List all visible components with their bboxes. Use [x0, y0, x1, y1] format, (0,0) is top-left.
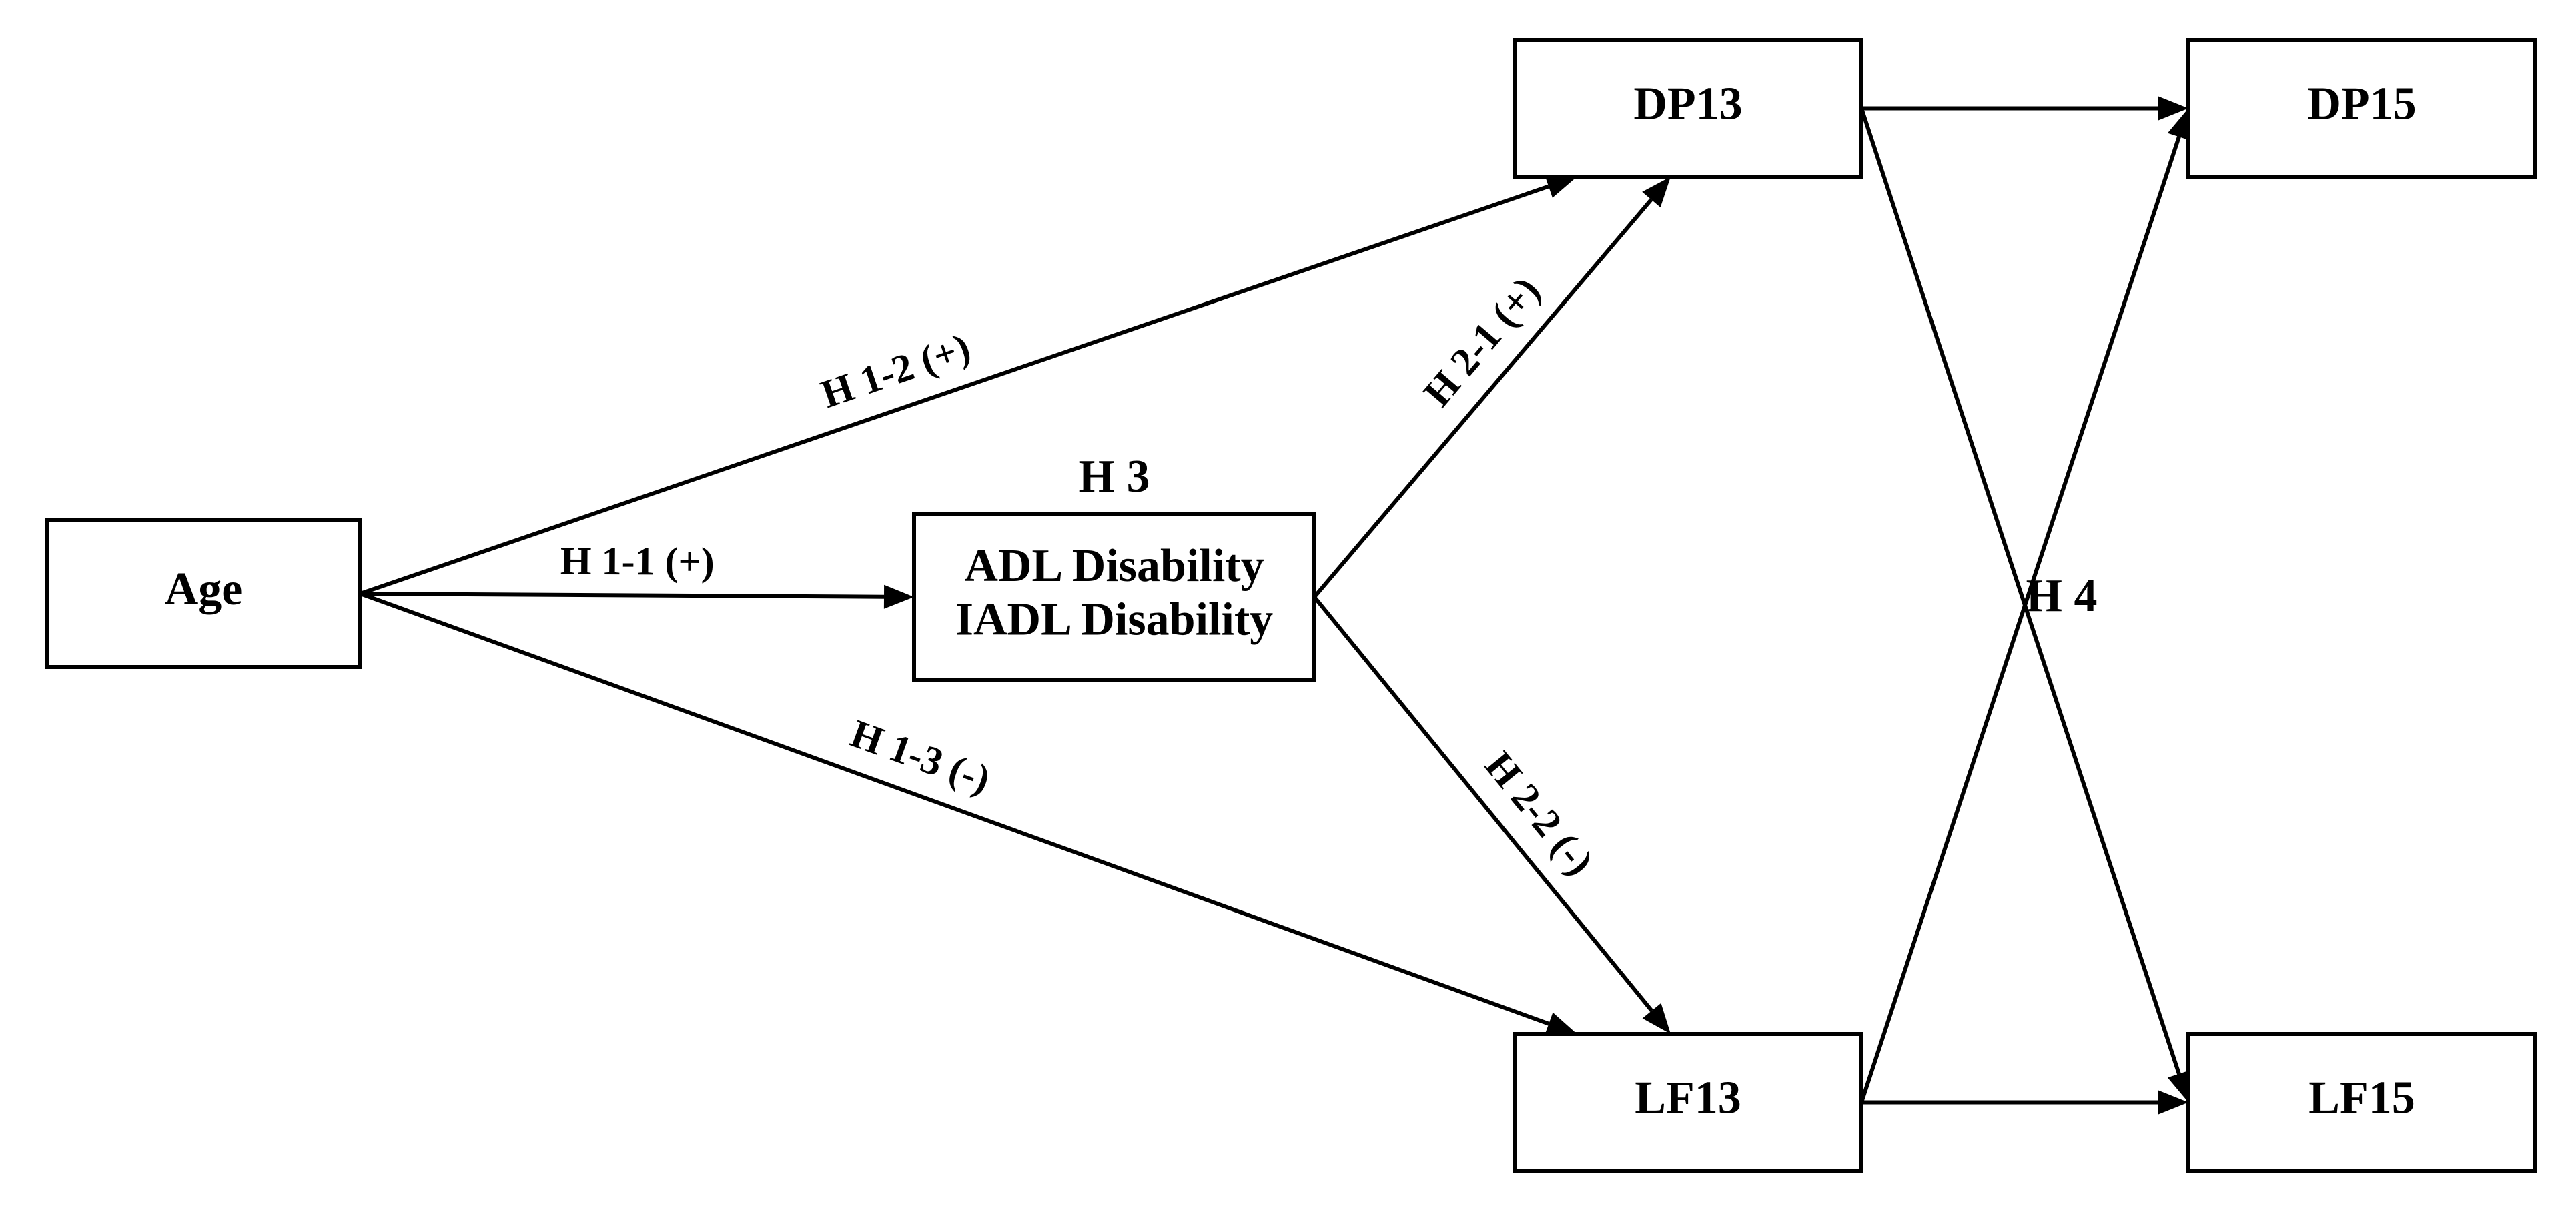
e_adl_lf13-label: H 2-2 (-)	[1476, 744, 1602, 884]
e_lf13_dp15-line	[1861, 137, 2179, 1102]
nodes-layer: Age ADL DisabilityIADL Disability H 3 DP13 L…	[47, 40, 2535, 1171]
e_lf13_lf15	[1861, 1091, 2188, 1115]
node-lf15-label-0: LF15	[2308, 1073, 2415, 1124]
free-label-h4: H 4	[2026, 570, 2098, 622]
labels-layer: H 1-1 (+)H 1-2 (+)H 1-3 (-)H 2-1 (+)H 2-…	[560, 269, 2098, 884]
node-dp13-label-0: DP13	[1633, 79, 1742, 130]
e_age_adl-arrowhead	[884, 585, 914, 609]
node-lf13: LF13	[1515, 1034, 1861, 1171]
node-adl-label-1: IADL Disability	[955, 594, 1274, 645]
e_dp13_dp15	[1861, 97, 2188, 121]
node-dp13: DP13	[1515, 40, 1861, 177]
path-diagram: Age ADL DisabilityIADL Disability H 3 DP13 L…	[0, 0, 2576, 1214]
node-age: Age	[47, 520, 360, 667]
node-dp15: DP15	[2188, 40, 2535, 177]
node-age-label-0: Age	[165, 564, 243, 615]
e_age_lf13-arrowhead	[1545, 1013, 1577, 1035]
node-dp15-label-0: DP15	[2307, 79, 2416, 130]
e_dp13_lf15-line	[1861, 109, 2179, 1074]
e_age_adl	[360, 585, 914, 609]
e_adl_lf13	[1314, 597, 1671, 1034]
e_age_lf13-label: H 1-3 (-)	[845, 711, 996, 802]
node-lf15: LF15	[2188, 1034, 2535, 1171]
e_adl_lf13-line	[1314, 597, 1652, 1011]
e_age_adl-label: H 1-1 (+)	[560, 539, 715, 584]
e_adl_dp13	[1314, 177, 1671, 597]
e_age_dp13-label: H 1-2 (+)	[816, 325, 976, 416]
e_age_adl-line	[360, 594, 884, 597]
node-adl-toplabel: H 3	[1079, 451, 1150, 502]
node-adl: ADL DisabilityIADL Disability H 3	[914, 451, 1314, 680]
node-adl-label-0: ADL Disability	[964, 540, 1264, 592]
e_adl_dp13-line	[1314, 199, 1651, 597]
node-lf13-label-0: LF13	[1635, 1073, 1741, 1124]
e_adl_lf13-arrowhead	[1643, 1003, 1671, 1034]
